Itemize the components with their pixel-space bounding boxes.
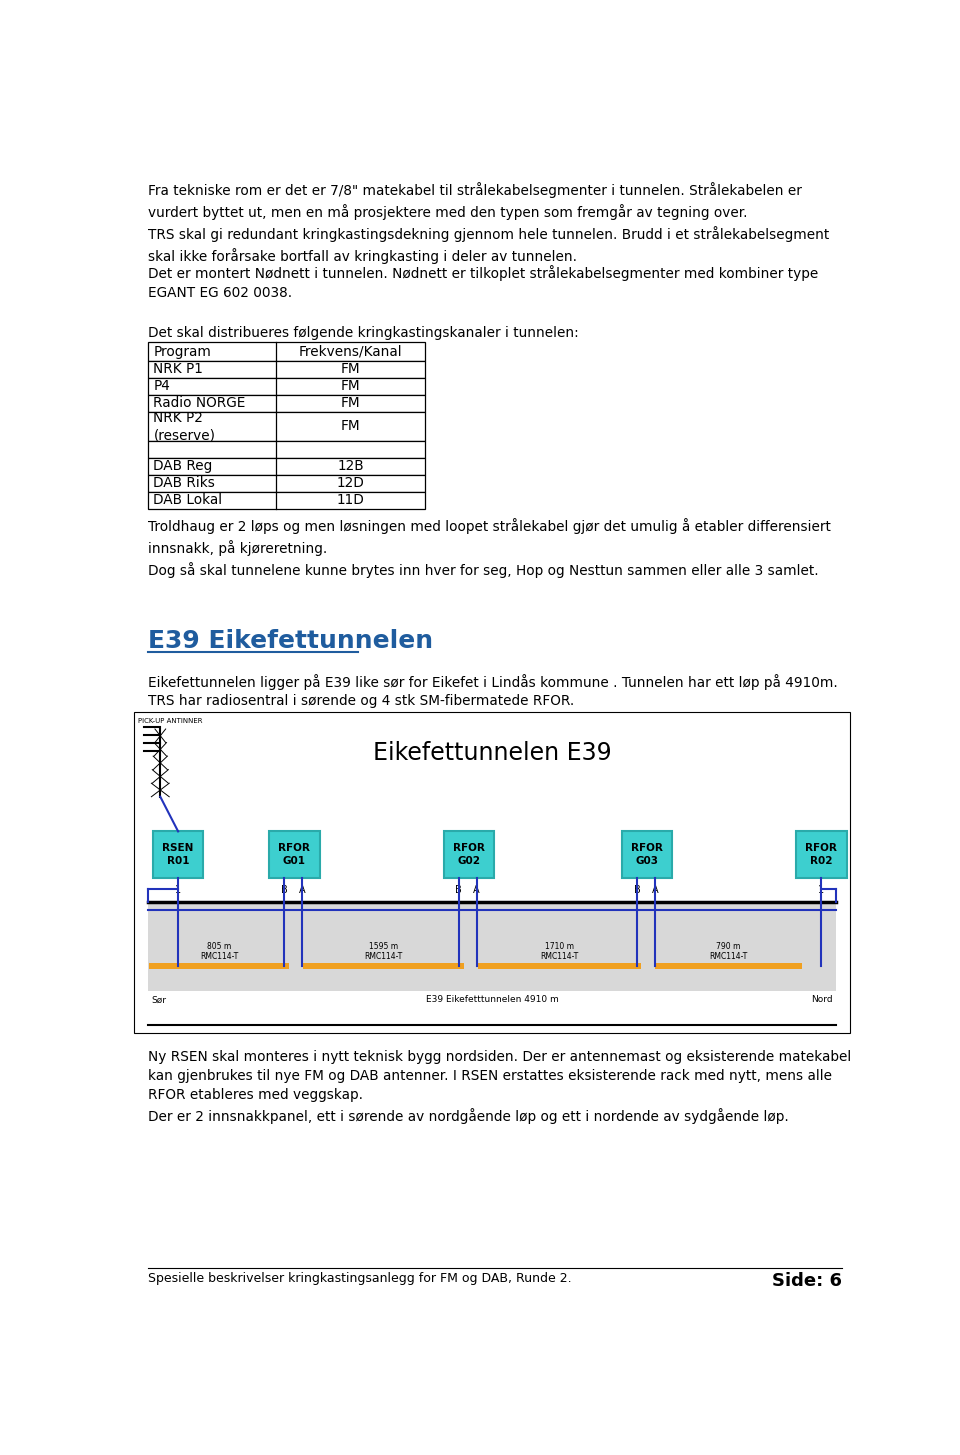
Text: Eikefettunnelen E39: Eikefettunnelen E39 — [372, 741, 612, 765]
Text: Det er montert Nødnett i tunnelen. Nødnett er tilkoplet strålekabelsegmenter med: Det er montert Nødnett i tunnelen. Nødne… — [148, 265, 819, 300]
Bar — [444, 831, 494, 877]
Text: A: A — [473, 885, 480, 895]
Text: 12B: 12B — [337, 460, 364, 473]
Text: 805 m
RMC114-T: 805 m RMC114-T — [200, 941, 238, 960]
Text: 790 m
RMC114-T: 790 m RMC114-T — [709, 941, 748, 960]
Bar — [269, 831, 320, 877]
Bar — [148, 361, 425, 378]
Text: E39 Eikefettunnelen: E39 Eikefettunnelen — [148, 629, 433, 653]
Text: A: A — [652, 885, 658, 895]
Bar — [655, 963, 802, 969]
Text: NRK P2
(reserve): NRK P2 (reserve) — [154, 410, 215, 442]
Text: A: A — [299, 885, 305, 895]
Text: 12D: 12D — [337, 476, 365, 490]
Text: DAB Reg: DAB Reg — [154, 460, 213, 473]
Text: P4: P4 — [154, 380, 170, 393]
Text: Troldhaug er 2 løps og men løsningen med loopet strålekabel gjør det umulig å et: Troldhaug er 2 løps og men løsningen med… — [148, 518, 831, 578]
Bar — [148, 394, 425, 412]
Text: FM: FM — [341, 396, 360, 410]
Text: FM: FM — [341, 419, 360, 434]
Text: Nord: Nord — [811, 995, 832, 1004]
Text: Det skal distribueres følgende kringkastingskanaler i tunnelen:: Det skal distribueres følgende kringkast… — [148, 326, 579, 339]
Text: Eikefettunnelen ligger på E39 like sør for Eikefet i Lindås kommune . Tunnelen h: Eikefettunnelen ligger på E39 like sør f… — [148, 674, 838, 709]
Bar — [150, 963, 289, 969]
Text: B: B — [634, 885, 640, 895]
Text: 1710 m
RMC114-T: 1710 m RMC114-T — [540, 941, 579, 960]
Bar — [148, 474, 425, 492]
Bar — [148, 378, 425, 394]
Text: 1: 1 — [175, 885, 181, 895]
Bar — [153, 831, 204, 877]
Text: 1: 1 — [818, 885, 825, 895]
Text: Radio NORGE: Radio NORGE — [154, 396, 246, 410]
Bar — [148, 441, 425, 458]
Text: Sør: Sør — [152, 995, 167, 1004]
Text: DAB Riks: DAB Riks — [154, 476, 215, 490]
Bar — [796, 831, 847, 877]
Bar — [148, 412, 425, 441]
Bar — [478, 963, 641, 969]
Text: PICK-UP ANTINNER: PICK-UP ANTINNER — [137, 719, 203, 725]
Text: Frekvens/Kanal: Frekvens/Kanal — [299, 345, 402, 359]
Text: B: B — [455, 885, 462, 895]
Text: RFOR
G01: RFOR G01 — [278, 844, 310, 866]
Text: RFOR
R02: RFOR R02 — [805, 844, 837, 866]
Bar — [148, 492, 425, 509]
Bar — [148, 458, 425, 474]
Text: Fra tekniske rom er det er 7/8" matekabel til strålekabelsegmenter i tunnelen. S: Fra tekniske rom er det er 7/8" matekabe… — [148, 182, 829, 263]
Text: B: B — [281, 885, 288, 895]
Text: Side: 6: Side: 6 — [772, 1272, 842, 1289]
Bar — [622, 831, 672, 877]
Text: RSEN
R01: RSEN R01 — [162, 844, 194, 866]
Text: NRK P1: NRK P1 — [154, 362, 204, 377]
Text: RFOR
G03: RFOR G03 — [631, 844, 663, 866]
Text: Program: Program — [154, 345, 211, 359]
Bar — [148, 342, 425, 361]
Text: RFOR
G02: RFOR G02 — [453, 844, 485, 866]
Text: Spesielle beskrivelser kringkastingsanlegg for FM og DAB, Runde 2.: Spesielle beskrivelser kringkastingsanle… — [148, 1272, 572, 1285]
Text: DAB Lokal: DAB Lokal — [154, 493, 223, 508]
Text: FM: FM — [341, 380, 360, 393]
Text: 1595 m
RMC114-T: 1595 m RMC114-T — [365, 941, 402, 960]
Bar — [148, 902, 836, 991]
Text: FM: FM — [341, 362, 360, 377]
Text: E39 Eikefetttunnelen 4910 m: E39 Eikefetttunnelen 4910 m — [425, 995, 559, 1004]
Text: Ny RSEN skal monteres i nytt teknisk bygg nordsiden. Der er antennemast og eksis: Ny RSEN skal monteres i nytt teknisk byg… — [148, 1051, 852, 1123]
Bar — [134, 711, 850, 1033]
Bar — [303, 963, 464, 969]
Text: 11D: 11D — [337, 493, 365, 508]
